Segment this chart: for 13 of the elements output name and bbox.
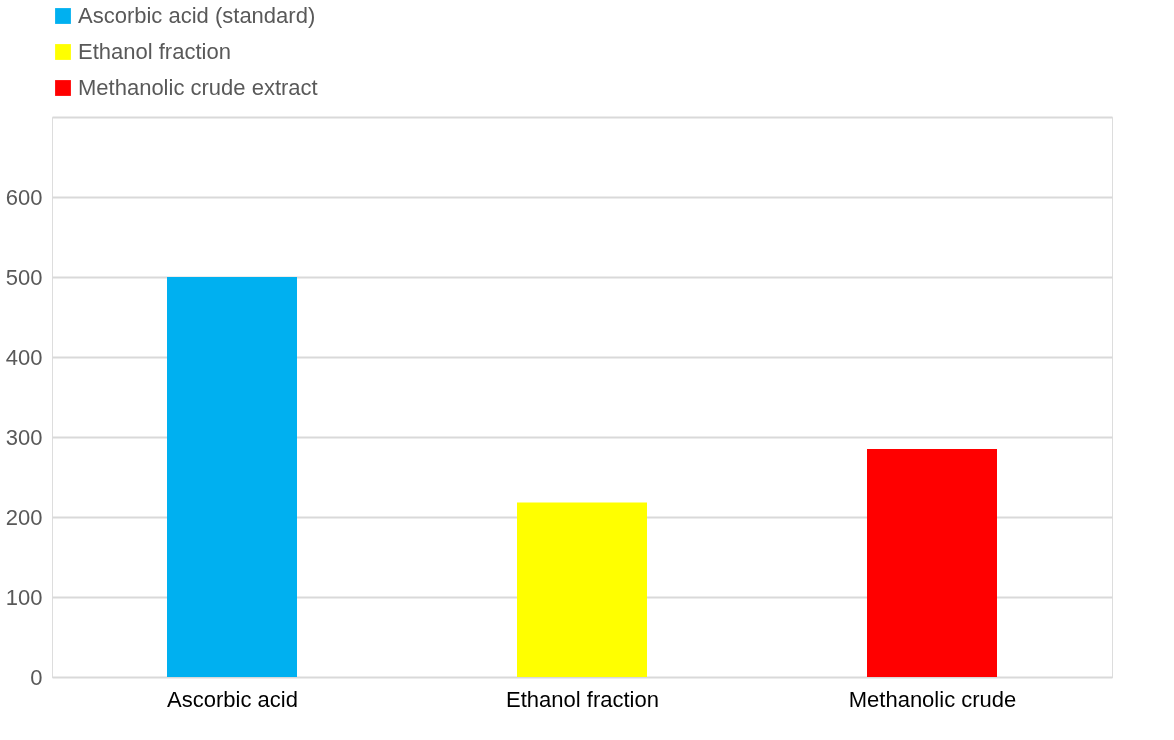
legend-label: Methanolic crude extract: [78, 75, 318, 100]
y-tick-label: 200: [5, 504, 43, 530]
y-tick-label: 100: [5, 584, 43, 610]
y-tick-label: 600: [5, 184, 43, 210]
legend-label: Ethanol fraction: [78, 39, 231, 64]
y-tick-label: 500: [5, 264, 43, 290]
x-tick-label: Ascorbic acid: [167, 686, 298, 712]
x-tick-label: Methanolic crude: [848, 686, 1017, 712]
y-tick-label: 300: [5, 424, 43, 450]
x-tick-label: Ethanol fraction: [506, 686, 659, 712]
y-tick-label: 0: [30, 664, 43, 690]
y-tick-label: 400: [5, 344, 43, 370]
legend-label: Ascorbic acid (standard): [78, 3, 316, 28]
